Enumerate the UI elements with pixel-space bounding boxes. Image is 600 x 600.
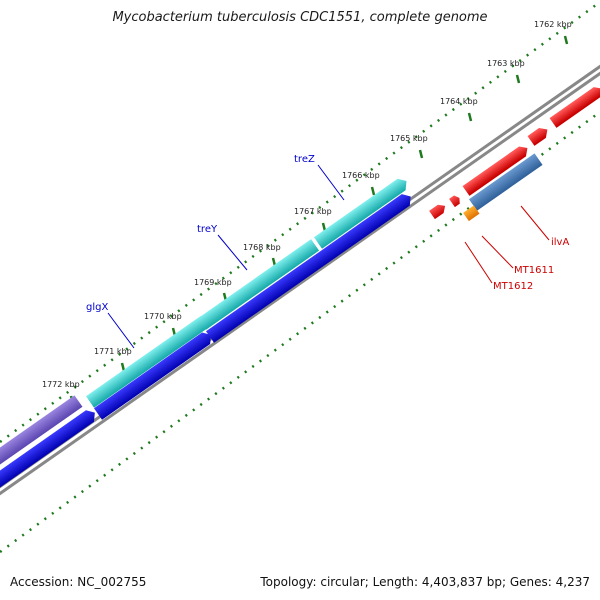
topology-text: Topology: circular; Length: 4,403,837 bp… [260, 575, 590, 589]
major-tick [418, 149, 424, 159]
major-ticks [69, 35, 569, 405]
gene-features [0, 87, 600, 492]
leader-line [317, 164, 345, 201]
leader-line [107, 312, 135, 349]
backbone-inner [0, 71, 600, 496]
leader-line [520, 205, 550, 241]
gene-ilvA-arrow [468, 153, 543, 211]
leader-line [481, 235, 514, 269]
gene-treZ-arrow [313, 178, 407, 249]
tick-track-outer [0, 0, 600, 444]
leader-line [464, 241, 493, 284]
leader-line [217, 234, 248, 271]
tick-label: 1770 kbp [144, 312, 182, 321]
gene-MT1611-arrow [463, 205, 480, 222]
gene-labels: treZ treY glgX [86, 154, 315, 313]
gene-red-arrow [527, 128, 548, 146]
map-title: Mycobacterium tuberculosis CDC1551, comp… [112, 10, 488, 25]
tick-label: 1764 kbp [440, 97, 478, 106]
tick-label: 1763 kbp [487, 59, 525, 68]
tick-label: 1768 kbp [243, 243, 281, 252]
annotation-label-ilvA: ilvA [551, 237, 569, 248]
gene-reverse-arrow [93, 332, 212, 420]
tick-label: 1766 kbp [342, 171, 380, 180]
major-tick [563, 35, 569, 45]
gene-reverse-arrow [0, 410, 95, 492]
annotation-callouts [464, 205, 550, 284]
gene-label-treZ: treZ [294, 154, 315, 165]
accession-text: Accession: NC_002755 [10, 575, 147, 589]
major-tick [321, 222, 327, 232]
tick-label: 1769 kbp [194, 278, 232, 287]
major-tick [370, 186, 376, 196]
annotation-labels: ilvA MT1611 MT1612 [493, 237, 569, 292]
gene-glgX-arrow [0, 395, 83, 469]
gene-label-callouts [107, 164, 345, 349]
tick-label: 1772 kbp [42, 380, 80, 389]
tick-label: 1762 kbp [534, 20, 572, 29]
tick-label: 1765 kbp [390, 134, 428, 143]
tick-labels: 1762 kbp 1763 kbp 1764 kbp 1765 kbp 1766… [42, 20, 572, 389]
gene-reverse-arrow [205, 194, 411, 343]
gene-red-arrow [429, 204, 446, 220]
tick-label: 1767 kbp [294, 207, 332, 216]
gene-label-glgX: glgX [86, 302, 108, 313]
gene-treY-arrow [197, 239, 320, 330]
gene-label-treY: treY [197, 224, 218, 235]
gene-red-arrow [549, 87, 600, 128]
major-tick [467, 112, 473, 122]
gene-glgX-arrow [85, 315, 209, 408]
annotation-label-MT1612: MT1612 [493, 281, 533, 292]
gene-red-arrow [462, 146, 528, 196]
major-tick [515, 74, 521, 84]
gene-red-arrow [449, 195, 460, 208]
tick-label: 1771 kbp [94, 347, 132, 356]
annotation-label-MT1611: MT1611 [514, 265, 554, 276]
major-tick [120, 362, 126, 372]
